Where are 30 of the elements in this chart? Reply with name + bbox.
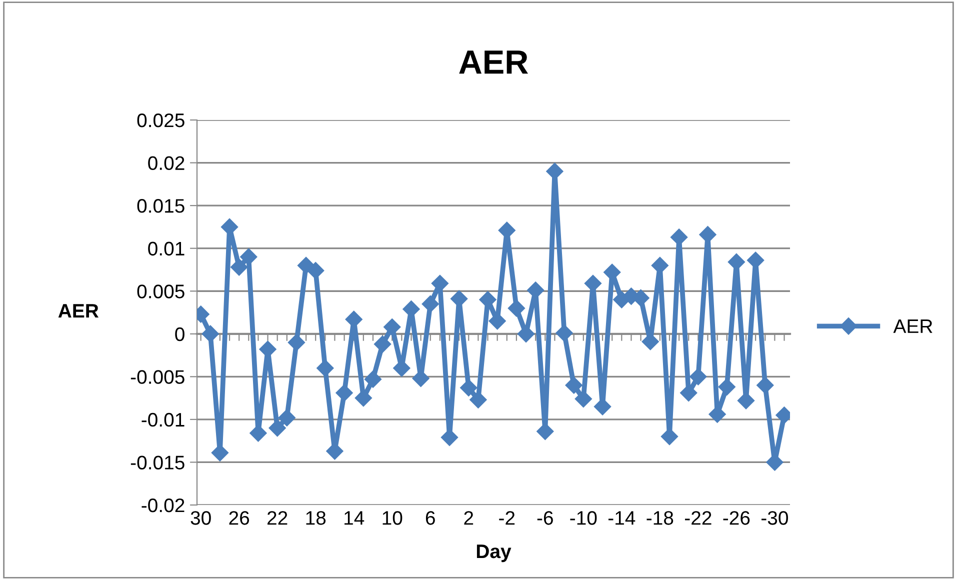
x-tick-label: -2 — [499, 511, 515, 525]
y-tick-label: 0 — [175, 327, 184, 342]
y-tick-label: -0.01 — [142, 412, 184, 427]
y-tick-label: 0.015 — [137, 199, 184, 213]
x-tick-label: -6 — [537, 511, 553, 525]
x-tick-label: 26 — [229, 511, 250, 525]
y-tick-label: -0.015 — [130, 456, 184, 470]
y-tick-label: 0.005 — [137, 284, 184, 298]
y-tick-label: -0.005 — [130, 370, 184, 384]
x-tick-label: -22 — [684, 511, 712, 525]
x-tick-label: 2 — [464, 511, 474, 525]
x-tick-label: -10 — [570, 511, 597, 525]
x-tick-label: -14 — [608, 511, 636, 525]
x-tick-label: 30 — [190, 511, 211, 525]
y-tick-label: 0.01 — [148, 242, 184, 256]
chart-title: AER — [459, 50, 528, 74]
x-tick-label: 10 — [382, 511, 402, 525]
x-axis-title: Day — [476, 544, 512, 562]
y-tick-label: -0.02 — [142, 498, 184, 512]
x-tick-label: -18 — [646, 511, 674, 525]
y-axis-title: AER — [58, 304, 99, 318]
x-tick-label: 6 — [426, 511, 435, 525]
x-tick-label: 14 — [344, 511, 364, 525]
legend-label: AER — [893, 320, 932, 333]
y-tick-label: 0.025 — [137, 113, 184, 128]
x-tick-label: 22 — [268, 511, 288, 525]
x-tick-label: -30 — [762, 511, 788, 525]
x-tick-label: 18 — [306, 511, 326, 525]
x-tick-label: -26 — [723, 511, 750, 525]
y-tick-label: 0.02 — [148, 156, 184, 170]
